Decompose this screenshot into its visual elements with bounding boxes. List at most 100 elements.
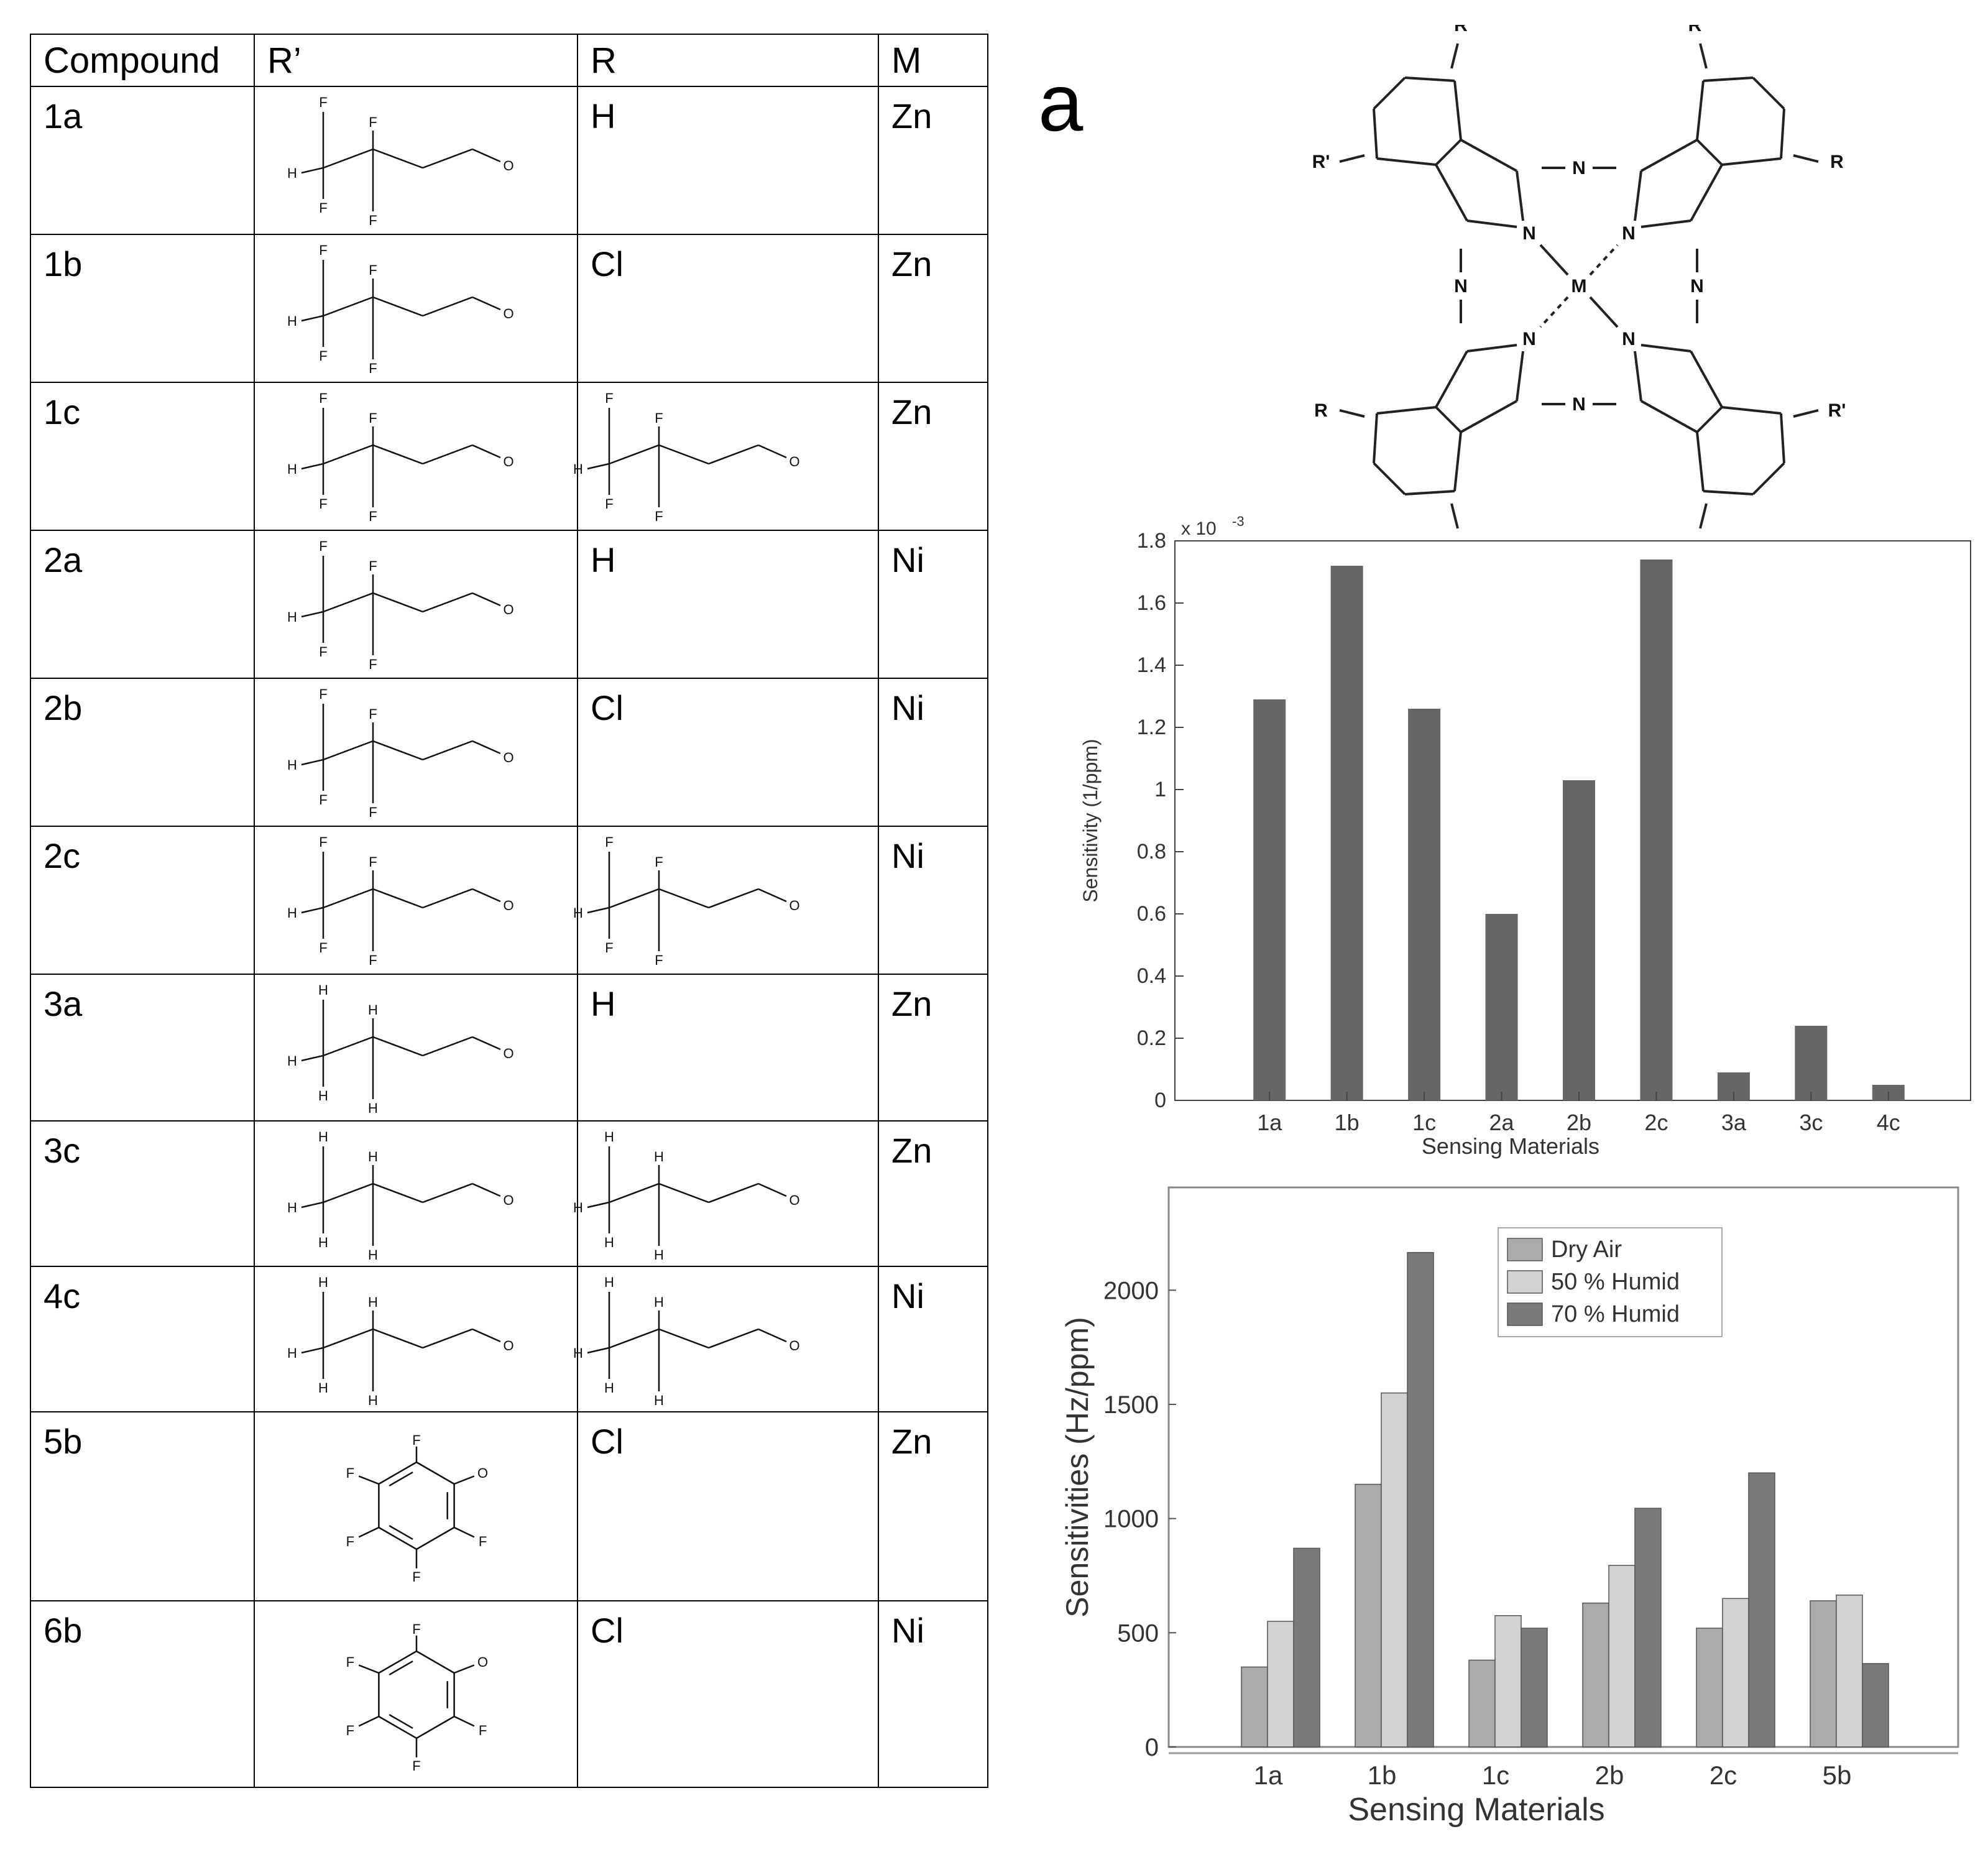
r-prime-bond: [323, 1328, 374, 1349]
cell-r-prime-structure: H F F F F O: [254, 826, 578, 975]
cell-metal: Ni: [878, 826, 988, 975]
r-prime-atom-h: H: [287, 1200, 297, 1215]
r-bond: [658, 1328, 709, 1349]
substituent-bond: [1699, 43, 1708, 69]
chart-b-bar: [1485, 914, 1518, 1100]
cell-r-prime-structure: F F F F F O: [254, 1411, 578, 1601]
r-bond: [587, 1347, 610, 1354]
chart-c-legend-swatch: [1507, 1270, 1543, 1294]
chart-b-ytick-label: 1.6: [1137, 591, 1166, 615]
chart-c-bar-dry-air: [1696, 1628, 1723, 1748]
r-prime-atom-o: O: [503, 898, 513, 913]
r-prime-atom-o: O: [503, 1192, 513, 1208]
benzo-bond: [1404, 490, 1455, 495]
chart-c-xtick-label: 2b: [1595, 1761, 1624, 1790]
header-r: R: [577, 34, 879, 87]
chart-c-bar-70-humid: [1862, 1663, 1889, 1748]
r-bond: [609, 444, 660, 465]
cell-r-prime-structure: H F F F F O: [254, 530, 578, 679]
pyrrole-bond: [1641, 219, 1691, 228]
cell-r-prime-structure: H F F F F O: [254, 234, 578, 383]
r-molecule: H F F F F O: [573, 834, 800, 968]
chart-b-xtick-label: 1a: [1257, 1110, 1282, 1135]
r-prime-bond: [472, 1036, 501, 1051]
nitrogen-label: N: [1622, 223, 1636, 244]
pyrrole-bond: [1435, 351, 1468, 408]
chart-b-ytick-label: 0.2: [1137, 1026, 1166, 1050]
cell-compound: 4c: [30, 1266, 255, 1412]
cell-metal: Ni: [878, 1266, 988, 1412]
r-prime-chain: [301, 1000, 501, 1099]
r-prime-atom-o: O: [503, 750, 513, 765]
cell-r-prime-structure: H F F F F O: [254, 86, 578, 235]
r-molecule: H F F F F O: [573, 390, 800, 524]
chart-b-ytick-label: 1: [1154, 778, 1166, 801]
r-prime-atom-h: H: [287, 461, 297, 477]
r-prime-atom: F: [346, 1534, 354, 1549]
r-atom-h: H: [573, 905, 583, 921]
chart-c-ytick-label: 0: [1145, 1734, 1159, 1761]
cell-metal: Ni: [878, 1600, 988, 1788]
r-prime-atoms: H F F F F O: [287, 94, 514, 228]
chart-c-ytick-label: 500: [1117, 1619, 1159, 1647]
r-prime-atom-h: H: [287, 1345, 297, 1361]
cell-r-structure: H H H H H O: [573, 1266, 879, 1412]
substituent-bond: [1793, 154, 1819, 163]
r-prime-bond: [301, 1201, 324, 1209]
r-bond: [708, 1182, 759, 1204]
r-prime-bond: [472, 444, 501, 459]
chart-b-ytick-label: 1.2: [1137, 716, 1166, 739]
r-atom: F: [605, 496, 613, 512]
cell-r-structure: H F F F F O: [573, 382, 879, 531]
benzo-bond: [1376, 406, 1437, 415]
r-prime-chain: [301, 408, 501, 507]
r-prime-bond: [454, 1715, 475, 1727]
r-bond: [609, 1328, 660, 1349]
chart-b-ylabel: Sensitivity (1/ppm): [1079, 739, 1102, 902]
cell-r-prime-structure: H F F F F O: [254, 382, 578, 531]
chart-c-xtick-label: 2c: [1710, 1761, 1737, 1790]
r-prime-atom-h: H: [287, 609, 297, 625]
cell-compound: 2b: [30, 678, 255, 827]
benzo-bond: [1752, 76, 1785, 110]
r-prime-atom-h: H: [287, 313, 297, 329]
table-row: 3c H H H H H O H H H H H O Zn: [30, 1120, 988, 1267]
r-prime-bond: [422, 444, 473, 465]
r-prime-atoms: H F F F F O: [287, 390, 514, 524]
r-prime-bond: [323, 1036, 374, 1057]
r-prime-atoms: H H H H H O: [287, 982, 514, 1116]
r-prime-chain: [301, 1146, 501, 1246]
r-prime-atom: H: [318, 1274, 328, 1290]
r-prime-atoms: H F F F F O: [287, 834, 514, 968]
r-prime-atom: F: [319, 200, 327, 216]
r-prime-atoms: H F F F F O: [287, 242, 514, 376]
r-prime-bond: [422, 1328, 473, 1349]
r-prime-bond: [472, 888, 501, 903]
chart-c-bar-70-humid: [1521, 1628, 1548, 1748]
chart-c-ylabel: Sensitivities (Hz/ppm): [1060, 1317, 1095, 1617]
r-prime-atom: H: [318, 982, 328, 998]
cell-r-prime-structure: F F F F F O: [254, 1600, 578, 1788]
metal-atom-label: M: [1572, 276, 1587, 297]
chart-c-ytick-label: 1500: [1103, 1391, 1159, 1419]
r-prime-molecule: H H H H H O: [287, 982, 514, 1116]
chart-c-xtick-label: 1c: [1482, 1761, 1509, 1790]
r-prime-bond: [301, 906, 324, 914]
r-prime-atom-h: H: [287, 757, 297, 773]
r-atoms: H F F F F O: [573, 390, 800, 524]
r-prime-atoms: H H H H H O: [287, 1129, 514, 1263]
r-prime-molecule: H F F F F O: [287, 538, 514, 672]
cell-r-prime-structure: H H H H H O: [254, 1120, 578, 1267]
cell-compound: 6b: [30, 1600, 255, 1788]
r-prime-chain: [301, 112, 501, 211]
r-prime-bond: [416, 1715, 455, 1739]
chart-b-bar: [1408, 709, 1441, 1100]
r-prime-ring: [358, 1635, 475, 1758]
cell-r-prime-structure: H H H H H O: [254, 974, 578, 1122]
r-prime-atoms: F F F F F O: [346, 1432, 489, 1585]
r-prime-bond: [323, 740, 374, 761]
table-header-row: Compound R’ R M: [30, 34, 988, 87]
chart-c-legend: Dry Air 50 % Humid 70 % Humid: [1498, 1227, 1723, 1337]
benzo-bond: [1373, 76, 1406, 110]
